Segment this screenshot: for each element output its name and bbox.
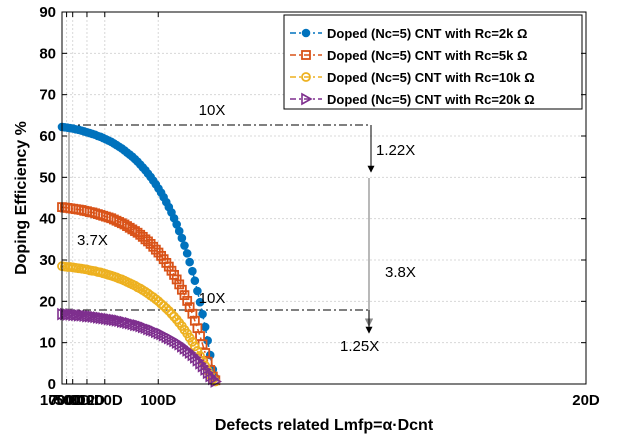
x-tick-label: 300D (69, 392, 105, 409)
data-point (82, 309, 94, 323)
data-point (190, 276, 200, 285)
data-point (200, 322, 210, 332)
data-point (150, 244, 161, 255)
legend-label-series-1: Doped (Nc=5) CNT with Rc=2k Ω (327, 26, 527, 41)
data-point (143, 236, 153, 247)
data-point (65, 308, 78, 321)
data-point (174, 226, 184, 236)
top-ratio-h-label: 10X (199, 102, 226, 119)
data-point (87, 310, 100, 323)
y-tick-label: 0 (48, 376, 56, 393)
data-point (301, 92, 313, 106)
y-tick-label: 50 (39, 169, 56, 186)
data-point (101, 312, 113, 326)
data-point (195, 297, 205, 307)
y-tick-label: 30 (39, 252, 56, 269)
data-point (174, 279, 185, 290)
top-ratio-v-label: 1.22X (376, 142, 415, 159)
annotations (64, 124, 375, 334)
data-point (166, 308, 177, 319)
data-point (71, 308, 83, 322)
data-point (90, 310, 102, 324)
legend: Doped (Nc=5) CNT with Rc=2k Ω Doped (Nc=… (283, 14, 583, 110)
data-point (188, 266, 197, 276)
data-point (171, 274, 182, 285)
x-axis-title: Defects related Lmfp=α·Dcnt (215, 417, 434, 434)
data-point (62, 308, 75, 321)
legend-label-series-3: Doped (Nc=5) CNT with Rc=10k Ω (327, 70, 535, 85)
ticks: 0 10 20 30 40 50 60 70 80 90 1000D700D500D300D200D… (39, 4, 600, 409)
series-line (61, 206, 216, 381)
y-tick-label: 90 (39, 4, 56, 21)
legend-box (283, 14, 583, 110)
data-point (148, 241, 159, 252)
data-point (145, 238, 156, 249)
series-1 (57, 122, 220, 383)
y-axis-title: Doping Efficiency % (13, 121, 30, 275)
data-point (176, 284, 187, 295)
x-tick-label: 1000D (40, 392, 84, 409)
data-point (84, 309, 97, 323)
data-point (193, 286, 202, 296)
y-tick-label: 80 (39, 45, 56, 62)
grid (62, 12, 586, 384)
data-point (59, 307, 72, 321)
data-point (184, 302, 195, 313)
x-tick-label: 200D (87, 392, 123, 409)
x-tick-label: 100D (140, 392, 176, 409)
data-point (103, 312, 116, 326)
y-tick-label: 60 (39, 128, 56, 145)
data-point (158, 300, 169, 311)
bottom-ratio-v-label: 1.25X (340, 338, 379, 355)
data-point (208, 372, 220, 386)
x-tick-label: 20D (572, 392, 600, 409)
data-point (79, 309, 91, 323)
left-ratio-v-label: 3.7X (77, 232, 108, 249)
data-point (95, 311, 108, 325)
data-point (73, 309, 86, 322)
legend-label-series-2: Doped (Nc=5) CNT with Rc=5k Ω (327, 48, 527, 63)
data-point (177, 233, 187, 243)
series-layer (57, 122, 222, 388)
y-tick-label: 20 (39, 293, 56, 310)
data-point (93, 311, 105, 324)
mid-ratio-v-label: 3.8X (385, 264, 416, 281)
data-point (187, 308, 198, 319)
data-point (161, 303, 172, 314)
series-4 (57, 307, 222, 388)
data-point (301, 28, 311, 38)
y-tick-label: 10 (39, 335, 56, 352)
x-tick-label: 500D (55, 392, 91, 409)
y-tick-label: 40 (39, 211, 56, 228)
data-point (68, 308, 80, 322)
data-point (301, 50, 311, 60)
data-point (301, 72, 311, 82)
data-point (182, 249, 192, 258)
data-point (198, 309, 207, 319)
y-tick-label: 70 (39, 87, 56, 104)
bottom-ratio-h-label: 10X (199, 290, 226, 307)
data-point (185, 257, 194, 267)
data-point (98, 311, 110, 325)
data-point (179, 290, 190, 301)
data-point (76, 309, 89, 322)
data-point (163, 305, 174, 316)
legend-label-series-4: Doped (Nc=5) CNT with Rc=20k Ω (327, 92, 535, 107)
plot-frame (61, 11, 587, 385)
x-tick-label: 700D (49, 392, 85, 409)
data-point (182, 296, 193, 306)
data-point (180, 241, 189, 250)
